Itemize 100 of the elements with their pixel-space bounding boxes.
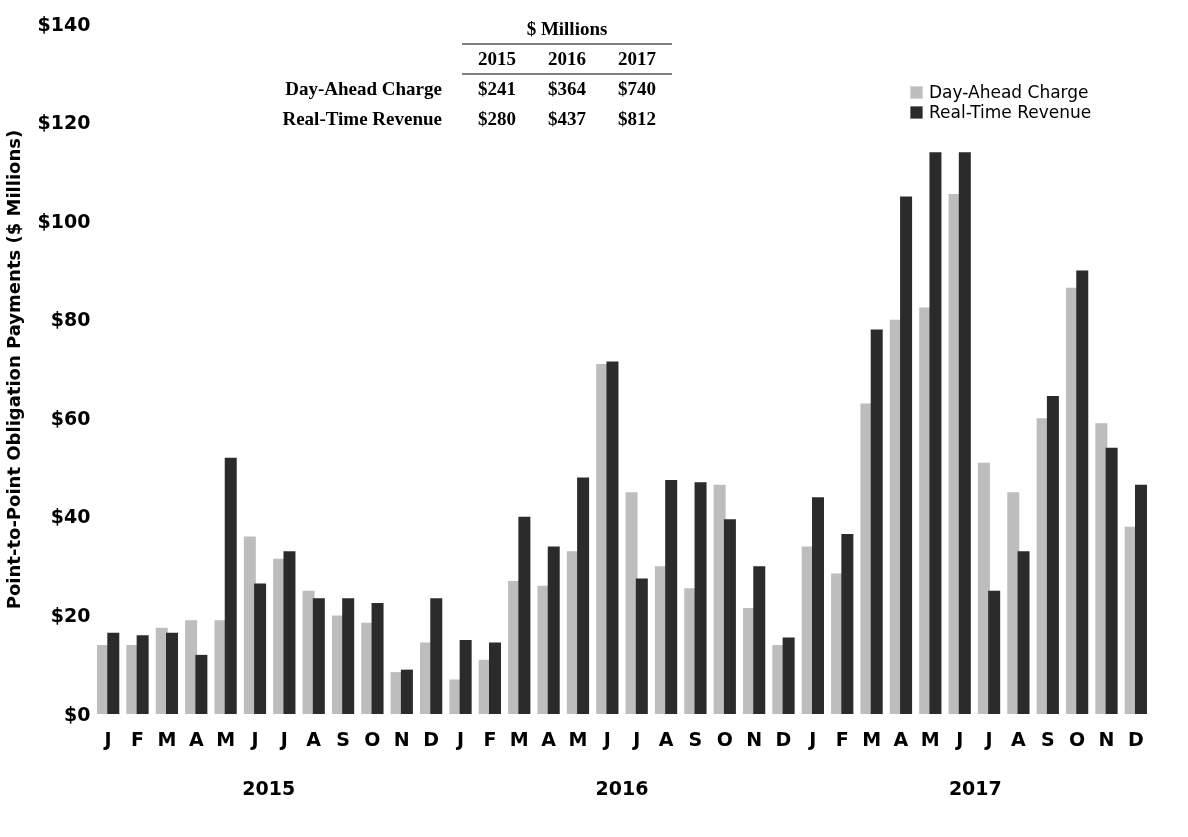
bar: [988, 590, 1001, 714]
x-tick-label: M: [920, 727, 940, 750]
y-tick-label: $80: [50, 308, 91, 331]
x-tick-label: J: [983, 727, 993, 750]
annotation: $ Millions: [526, 18, 608, 39]
bar: [1017, 551, 1030, 714]
bar: [430, 598, 443, 714]
x-tick-label: N: [1098, 727, 1115, 750]
bar: [400, 669, 413, 714]
x-tick-label: S: [336, 727, 350, 750]
annotation: $241: [478, 78, 516, 99]
x-tick-label: N: [746, 727, 763, 750]
text: 2017: [948, 777, 1002, 799]
bar: [753, 566, 766, 714]
text: 2015: [242, 777, 296, 799]
x-tick-label: A: [541, 727, 557, 750]
bar: [1007, 492, 1020, 714]
x-tick-label: O: [364, 727, 381, 750]
bar: [723, 519, 736, 714]
bar: [136, 635, 149, 714]
y-tick-label: $100: [37, 209, 91, 232]
bar: [841, 534, 854, 714]
bar: [684, 588, 697, 714]
x-tick-label: F: [483, 727, 497, 750]
annotation: 2017: [618, 48, 657, 69]
x-tick-label: J: [954, 727, 964, 750]
y-tick-label: $40: [50, 505, 91, 528]
bar: [860, 403, 873, 714]
x-tick-label: A: [893, 727, 909, 750]
bar: [977, 462, 990, 714]
bar: [870, 329, 883, 714]
bar: [1046, 396, 1059, 714]
bar: [1076, 270, 1089, 714]
bar: [665, 479, 678, 714]
x-tick-label: A: [306, 727, 322, 750]
y-tick-label: $140: [37, 12, 91, 35]
x-tick-label: J: [631, 727, 641, 750]
x-tick-label: F: [835, 727, 849, 750]
x-tick-label: M: [157, 727, 177, 750]
annotation: Real-Time Revenue: [282, 108, 442, 129]
legend-label: Day-Ahead Charge: [929, 81, 1089, 102]
bar: [812, 497, 824, 714]
annotation: $437: [548, 108, 587, 129]
x-tick-label: O: [716, 727, 733, 750]
annotation: $364: [548, 78, 587, 99]
x-tick-label: D: [1127, 727, 1144, 750]
bar: [577, 477, 590, 714]
bar: [958, 152, 971, 714]
x-tick-label: M: [862, 727, 882, 750]
bar: [635, 578, 648, 714]
x-tick-label: J: [807, 727, 817, 750]
bar: [537, 585, 550, 714]
bar: [1105, 447, 1118, 714]
x-tick-label: N: [393, 727, 410, 750]
y-tick-label: $20: [50, 603, 91, 626]
bar: [107, 632, 120, 714]
x-tick-label: J: [454, 727, 465, 750]
bar: [342, 598, 355, 714]
x-tick-label: M: [509, 727, 529, 750]
bar: [1095, 423, 1108, 714]
x-tick-label: D: [423, 727, 440, 750]
bar: [929, 152, 942, 714]
x-tick-label: F: [131, 727, 144, 750]
bar: [126, 645, 139, 714]
x-tick-label: A: [1011, 727, 1027, 750]
bar: [224, 457, 237, 714]
x-tick-label: A: [188, 727, 204, 750]
bar: [214, 620, 227, 714]
annotation: 2016: [548, 48, 586, 69]
annotation: $812: [618, 108, 656, 129]
bar: [489, 642, 502, 714]
x-tick-label: S: [1040, 727, 1055, 750]
x-tick-label: J: [278, 727, 288, 750]
bar: [694, 482, 707, 714]
bar: [1134, 484, 1147, 714]
x-tick-label: M: [568, 727, 588, 750]
x-tick-label: A: [658, 727, 674, 750]
annotation: 2015: [478, 48, 516, 69]
bar: [547, 546, 560, 714]
bar: [449, 679, 462, 714]
y-tick-label: $0: [64, 702, 91, 725]
bar: [166, 632, 179, 714]
bar: [900, 196, 913, 714]
bar: [782, 637, 795, 714]
x-tick-label: J: [249, 727, 259, 750]
bar: [518, 516, 531, 714]
annotation: $740: [618, 78, 656, 99]
bar: [283, 551, 296, 714]
bar: [459, 640, 472, 714]
legend-label: Real-Time Revenue: [929, 101, 1092, 122]
x-tick-label: J: [601, 727, 611, 750]
y-tick-label: $120: [37, 111, 91, 134]
bar: [371, 603, 384, 714]
annotation: $280: [478, 108, 516, 129]
bar: [312, 598, 325, 714]
bar: [254, 583, 267, 714]
bar: [195, 654, 208, 714]
annotation: Day-Ahead Charge: [285, 78, 442, 99]
text: 2016: [595, 777, 649, 799]
x-tick-label: O: [1069, 727, 1086, 750]
